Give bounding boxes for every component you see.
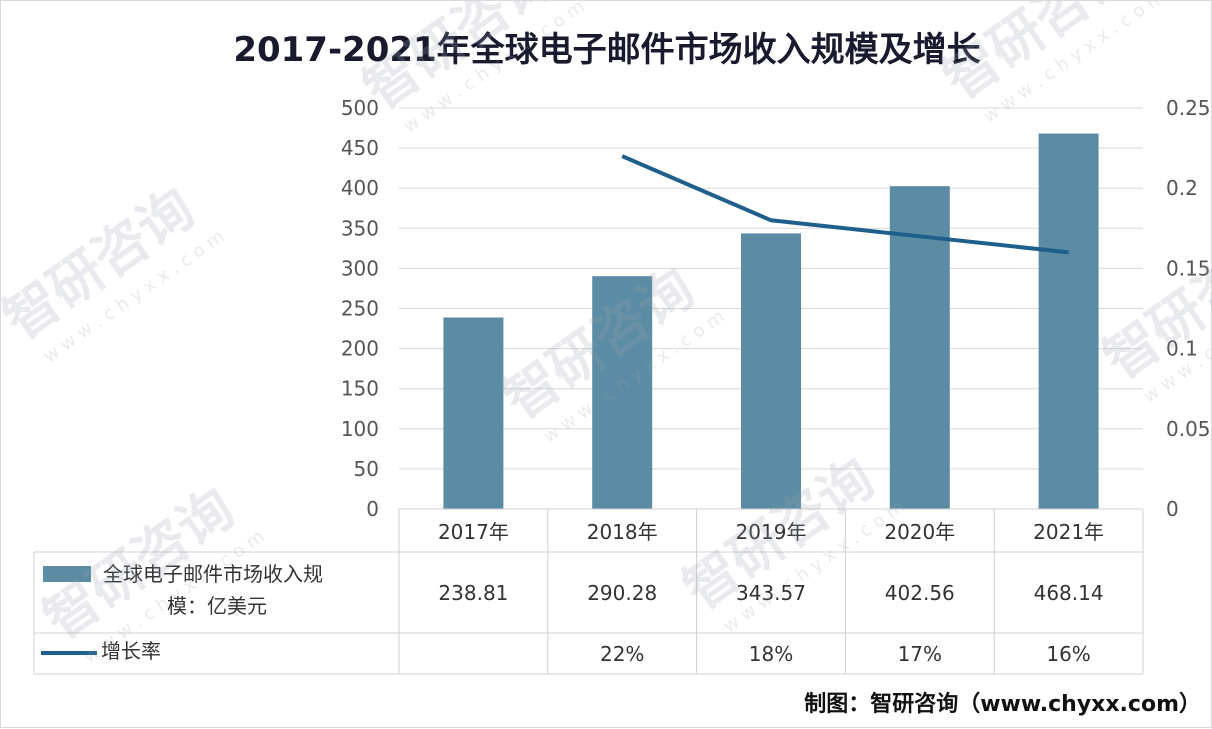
bar-value-label: 290.28 [587, 581, 657, 605]
bar-series [443, 134, 1098, 509]
x-category-label: 2021年 [1033, 520, 1104, 544]
bar-value-label: 238.81 [438, 581, 508, 605]
line-series [622, 156, 1069, 252]
y-left-tick-label: 100 [341, 417, 379, 441]
bar-value-label: 468.14 [1034, 581, 1104, 605]
y-left-tick-label: 50 [354, 457, 379, 481]
y-left-tick-label: 0 [366, 497, 379, 521]
growth-value-label: 22% [600, 642, 644, 666]
y-left-tick-label: 300 [341, 256, 379, 280]
y-right-tick-label: 0.2 [1166, 176, 1198, 200]
bar [741, 233, 801, 509]
x-category-label: 2018年 [587, 520, 658, 544]
growth-line [622, 156, 1068, 252]
source-footer: 制图：智研咨询（www.chyxx.com） [804, 691, 1201, 717]
y-left-tick-label: 350 [341, 216, 379, 240]
source-text: 制图：智研咨询（www.chyxx.com） [804, 691, 1201, 717]
chart-title: 2017-2021年全球电子邮件市场收入规模及增长 [233, 30, 980, 70]
y-right-tick-label: 0.25 [1166, 96, 1211, 120]
y-right-tick-label: 0 [1166, 497, 1179, 521]
y-left-tick-label: 450 [341, 136, 379, 160]
bar [443, 317, 503, 509]
y-left-tick-label: 400 [341, 176, 379, 200]
y-right-tick-label: 0.05 [1166, 417, 1211, 441]
bar-value-label: 402.56 [885, 581, 955, 605]
y-left-tick-label: 200 [341, 337, 379, 361]
x-category-label: 2017年 [438, 520, 509, 544]
y-left-tick-label: 150 [341, 377, 379, 401]
growth-value-label: 16% [1046, 642, 1090, 666]
bar [1039, 134, 1099, 509]
x-category-label: 2020年 [884, 520, 955, 544]
growth-value-label: 17% [898, 642, 942, 666]
growth-value-label: 18% [749, 642, 793, 666]
y-left-tick-label: 250 [341, 297, 379, 321]
